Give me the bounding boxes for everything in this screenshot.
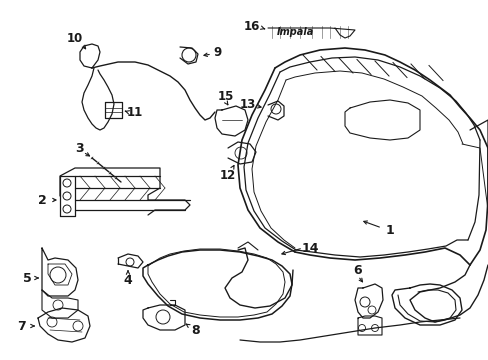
Text: 13: 13: [240, 98, 256, 111]
Text: 1: 1: [385, 224, 393, 237]
Text: 11: 11: [126, 105, 143, 118]
Text: 7: 7: [18, 320, 26, 333]
Text: 9: 9: [213, 45, 222, 59]
Text: 15: 15: [217, 90, 234, 103]
Text: 6: 6: [353, 264, 362, 276]
Text: 4: 4: [123, 274, 132, 287]
Text: 12: 12: [220, 168, 236, 181]
Text: 10: 10: [67, 32, 83, 45]
Text: 14: 14: [301, 242, 318, 255]
Text: 3: 3: [76, 141, 84, 154]
Text: 16: 16: [244, 19, 260, 32]
Text: 8: 8: [191, 324, 200, 337]
Text: Impala: Impala: [276, 27, 313, 37]
Text: 5: 5: [22, 271, 31, 284]
Text: 2: 2: [38, 194, 46, 207]
